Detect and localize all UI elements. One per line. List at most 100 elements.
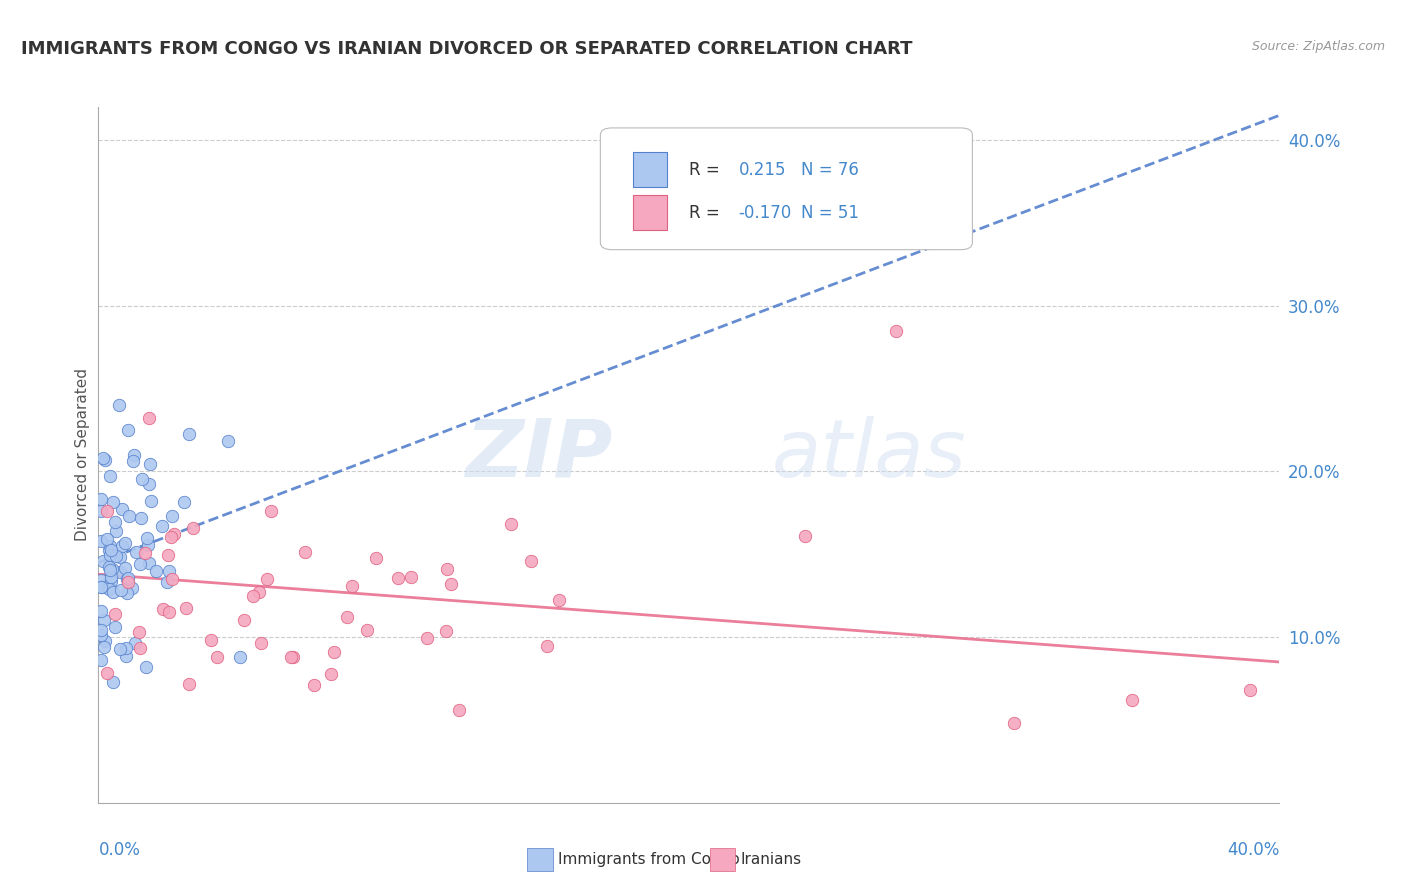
Point — [139, 457, 162, 471]
Point — [96, 666, 118, 681]
Point — [547, 592, 569, 607]
Point — [114, 536, 136, 550]
Point — [93, 613, 115, 627]
Point — [884, 324, 907, 338]
Point — [101, 562, 124, 576]
Point — [93, 640, 115, 654]
Point — [181, 521, 204, 535]
Point — [98, 560, 121, 574]
Text: ZIP: ZIP — [465, 416, 612, 494]
Point — [101, 585, 124, 599]
Y-axis label: Divorced or Separated: Divorced or Separated — [75, 368, 90, 541]
Point — [440, 577, 463, 591]
Point — [323, 645, 346, 659]
Point — [135, 660, 157, 674]
Point — [104, 515, 127, 529]
Point — [108, 398, 131, 412]
Point — [131, 472, 153, 486]
Text: Immigrants from Congo: Immigrants from Congo — [558, 853, 740, 867]
Text: R =: R = — [689, 203, 725, 222]
Text: 0.215: 0.215 — [738, 161, 786, 178]
Text: Source: ZipAtlas.com: Source: ZipAtlas.com — [1251, 40, 1385, 54]
Text: -0.170: -0.170 — [738, 203, 792, 222]
Point — [156, 549, 179, 563]
Point — [117, 574, 139, 589]
Point — [501, 517, 523, 532]
Point — [283, 650, 305, 665]
Point — [98, 563, 121, 577]
Point — [104, 607, 127, 621]
Text: R =: R = — [689, 161, 725, 178]
Point — [177, 426, 200, 441]
Point — [97, 543, 120, 558]
Point — [90, 604, 112, 618]
Point — [135, 531, 157, 545]
Point — [159, 530, 181, 544]
Point — [117, 423, 139, 437]
Point — [162, 526, 184, 541]
Point — [250, 636, 273, 650]
Point — [118, 509, 141, 524]
Point — [302, 678, 325, 692]
Text: Iranians: Iranians — [741, 853, 801, 867]
Point — [416, 632, 439, 646]
Point — [90, 574, 112, 588]
Point — [114, 561, 136, 575]
FancyBboxPatch shape — [634, 195, 666, 230]
Point — [121, 453, 143, 467]
Point — [449, 703, 471, 717]
Point — [205, 650, 228, 665]
Point — [294, 544, 316, 558]
Point — [157, 564, 180, 578]
Point — [177, 677, 200, 691]
Point — [128, 625, 150, 640]
Point — [174, 601, 197, 615]
Point — [90, 580, 112, 594]
Point — [108, 642, 131, 657]
Point — [157, 605, 180, 619]
Point — [217, 434, 239, 448]
Point — [90, 491, 112, 506]
Point — [173, 495, 195, 509]
Point — [115, 648, 138, 663]
Point — [129, 640, 152, 655]
Point — [104, 620, 127, 634]
Point — [138, 477, 160, 491]
Point — [434, 624, 457, 638]
Point — [110, 501, 132, 516]
Point — [114, 640, 136, 655]
Point — [260, 504, 283, 518]
Point — [104, 524, 127, 538]
Point — [108, 550, 131, 565]
Point — [160, 508, 183, 523]
Point — [321, 666, 343, 681]
FancyBboxPatch shape — [600, 128, 973, 250]
Point — [108, 565, 131, 579]
Point — [340, 579, 363, 593]
Point — [91, 554, 114, 568]
Point — [138, 557, 160, 571]
Text: N = 76: N = 76 — [801, 161, 859, 178]
Point — [101, 495, 124, 509]
Point — [125, 545, 148, 559]
Point — [91, 450, 114, 465]
Point — [794, 528, 817, 542]
Point — [366, 551, 388, 566]
FancyBboxPatch shape — [634, 153, 666, 187]
Point — [129, 557, 152, 571]
Point — [247, 585, 270, 599]
Point — [200, 633, 222, 648]
Point — [94, 452, 117, 467]
Point — [97, 582, 120, 596]
Point — [139, 494, 162, 508]
Point — [436, 562, 458, 576]
Point — [356, 623, 378, 637]
Point — [121, 581, 143, 595]
Point — [90, 504, 112, 518]
Point — [124, 636, 146, 650]
Text: 40.0%: 40.0% — [1227, 841, 1279, 859]
Text: atlas: atlas — [772, 416, 966, 494]
Point — [229, 650, 252, 665]
Point — [1121, 693, 1143, 707]
Point — [256, 572, 278, 586]
